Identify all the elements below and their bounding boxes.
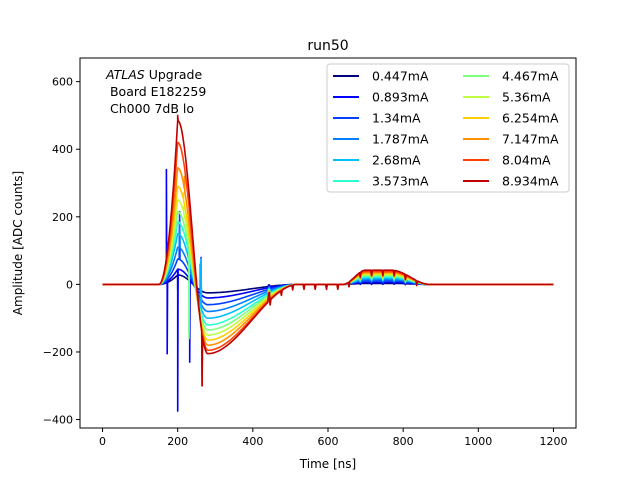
x-tick-label: 800 <box>393 435 414 448</box>
x-tick-label: 400 <box>242 435 263 448</box>
series-lines <box>102 114 554 412</box>
x-tick-label: 1200 <box>539 435 567 448</box>
y-tick-label: 600 <box>52 76 73 89</box>
chart-title: run50 <box>307 38 348 54</box>
y-tick-label: 400 <box>52 143 73 156</box>
y-axis: −400 −200 0 200 400 600 <box>43 76 80 427</box>
legend-box <box>326 63 570 193</box>
atlas-annotation: ATLAS Upgrade Board E182259 Ch000 7dB lo <box>105 67 206 116</box>
x-tick-label: 200 <box>167 435 188 448</box>
legend-label: 1.787mA <box>372 132 429 147</box>
legend-label: 3.573mA <box>372 174 429 189</box>
legend-label: 6.254mA <box>502 111 559 126</box>
legend-label: 8.934mA <box>502 174 559 189</box>
legend-label: 5.36mA <box>502 90 551 105</box>
annotation-line-2: Board E182259 <box>106 84 206 99</box>
x-axis: 0 200 400 600 800 1000 1200 <box>99 428 567 448</box>
legend-label: 0.893mA <box>372 90 429 105</box>
series-line <box>102 168 554 412</box>
y-tick-label: −200 <box>43 346 73 359</box>
x-tick-label: 600 <box>318 435 339 448</box>
x-axis-label: Time [ns] <box>299 457 356 471</box>
annotation-line-1: ATLAS Upgrade <box>105 67 202 82</box>
y-tick-label: 200 <box>52 211 73 224</box>
legend-label: 0.447mA <box>372 69 429 84</box>
legend-label: 8.04mA <box>502 153 551 168</box>
y-axis-label: Amplitude [ADC counts] <box>11 171 25 315</box>
x-tick-label: 1000 <box>464 435 492 448</box>
legend: 0.447mA 0.893mA 1.34mA 1.787mA 2.68mA 3.573mA… <box>326 63 570 193</box>
annotation-line-3: Ch000 7dB lo <box>106 101 194 116</box>
series-line <box>102 114 554 387</box>
legend-label: 2.68mA <box>372 153 421 168</box>
legend-label: 4.467mA <box>502 69 559 84</box>
y-tick-label: 0 <box>66 278 73 291</box>
y-tick-label: −400 <box>43 414 73 427</box>
legend-label: 1.34mA <box>372 111 421 126</box>
legend-label: 7.147mA <box>502 132 559 147</box>
x-tick-label: 0 <box>99 435 106 448</box>
